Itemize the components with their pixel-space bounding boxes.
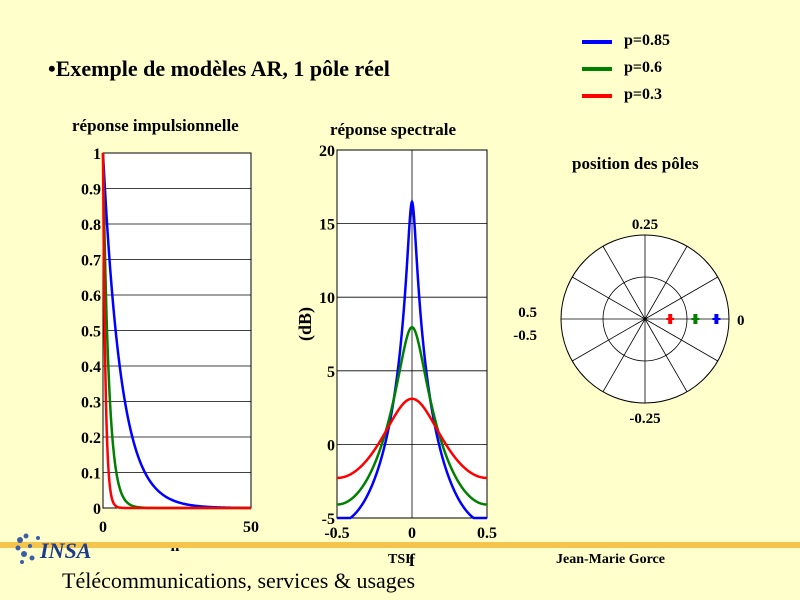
pole-position-chart: 0.25 -0.25 0 0.5 -0.5: [513, 217, 744, 427]
polar-label: 0.25: [632, 217, 658, 233]
y-tick-label: 0.5: [81, 324, 101, 341]
polar-spoke: [644, 246, 688, 320]
footer-subtitle: Télécommunications, services & usages: [62, 568, 416, 593]
y-tick-label: 0.7: [81, 253, 101, 270]
polar-label: 0.5: [518, 305, 537, 321]
polar-spoke: [644, 276, 718, 320]
legend-item: p=0.85: [580, 32, 730, 54]
legend-swatch: [582, 40, 612, 44]
y-tick-label: 0.2: [81, 430, 101, 447]
x-tick-label: 0: [99, 519, 107, 536]
y-tick-label: 10: [319, 290, 335, 307]
polar-spoke: [644, 318, 688, 392]
y-tick-label: -5: [322, 511, 335, 528]
logo-text: INSA: [39, 538, 91, 563]
y-tick-label: 0.3: [81, 395, 101, 412]
legend-item: p=0.6: [580, 59, 730, 81]
insa-logo: INSA: [12, 526, 104, 572]
slide-title: •Exemple de modèles AR, 1 pôle réel: [48, 56, 390, 81]
polar-label: -0.5: [513, 328, 537, 344]
x-tick-label: 50: [243, 519, 259, 536]
x-tick-label: 0: [408, 525, 416, 542]
legend-label: p=0.6: [624, 59, 663, 76]
legend-label: p=0.85: [624, 32, 671, 49]
series-line: [337, 325, 487, 506]
polar-label: -0.25: [629, 411, 660, 427]
polar-spoke: [602, 246, 646, 320]
y-tick-label: 15: [319, 217, 335, 234]
polar-spoke: [572, 318, 646, 362]
y-tick-label: 5: [327, 364, 335, 381]
insa-logo-graphic: INSA: [15, 533, 91, 564]
polar-spoke: [602, 318, 646, 392]
y-tick-label: 0.9: [81, 182, 101, 199]
y-tick-label: 0: [93, 501, 101, 518]
footer-tsi: TSI: [388, 552, 411, 567]
series-line: [337, 198, 487, 520]
footer-author: Jean-Marie Gorce: [556, 552, 665, 567]
y-axis-label: (dB): [295, 307, 316, 341]
polar-label: 0: [737, 313, 745, 329]
impulse-response-chart: 00.10.20.30.40.50.60.70.80.91050n: [81, 146, 259, 555]
spectral-response-chart: -5 0 5 10 15 20 -0.5 0 0.5 f (dB): [295, 143, 497, 570]
legend: p=0.85 p=0.6 p=0.3: [580, 32, 730, 112]
y-tick-label: 20: [319, 143, 335, 160]
pole-chart-title: position des pôles: [572, 154, 699, 173]
y-tick-label: 0: [327, 437, 335, 454]
legend-label: p=0.3: [624, 86, 663, 103]
polar-spoke: [572, 276, 646, 320]
legend-item: p=0.3: [580, 86, 730, 108]
y-tick-label: 0.1: [81, 466, 101, 483]
y-tick-label: 1: [93, 146, 101, 163]
polar-spoke: [644, 318, 718, 362]
x-tick-label: 0.5: [477, 525, 497, 542]
y-tick-label: 0.4: [81, 359, 101, 376]
y-tick-label: 0.8: [81, 217, 101, 234]
footer-bar: [0, 542, 800, 548]
series-line: [101, 152, 251, 510]
legend-swatch: [582, 67, 612, 71]
x-tick-label: -0.5: [324, 525, 349, 542]
y-tick-label: 0.6: [81, 288, 101, 305]
legend-swatch: [582, 94, 612, 98]
spectral-chart-title: réponse spectrale: [330, 120, 457, 139]
x-axis-label: f: [409, 550, 416, 570]
impulse-chart-title: réponse impulsionnelle: [72, 116, 239, 135]
series-line: [337, 397, 487, 480]
